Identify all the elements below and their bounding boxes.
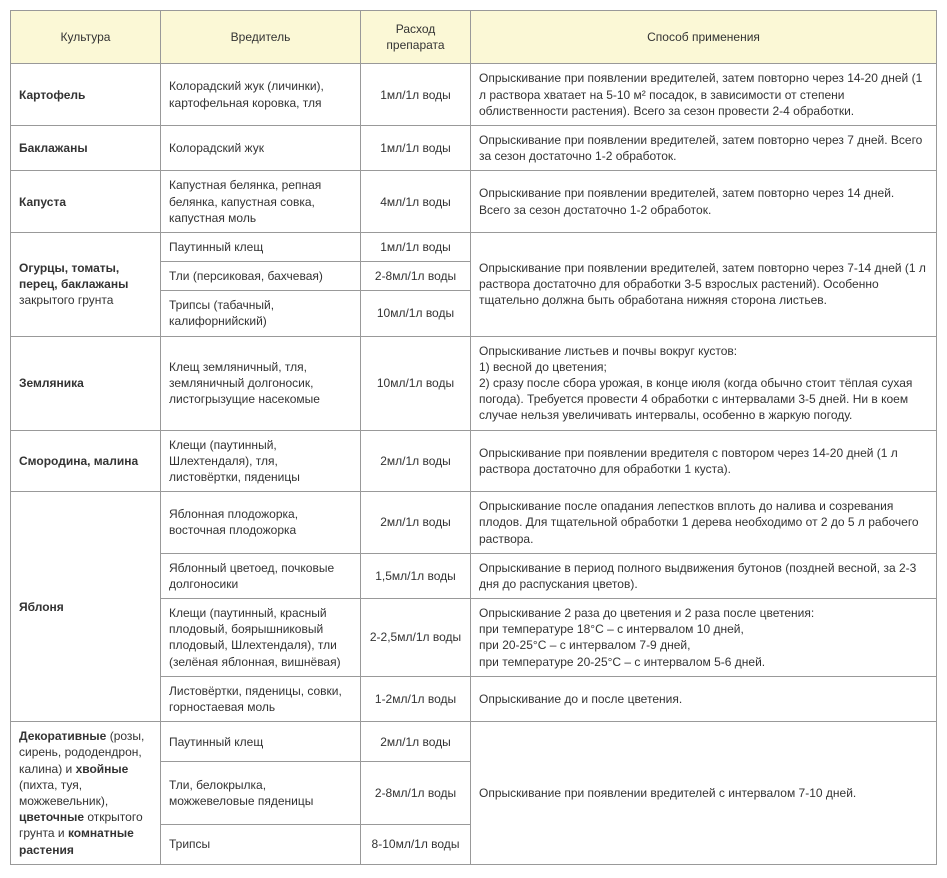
cell-dose: 10мл/1л воды — [361, 336, 471, 430]
cell-culture: Капуста — [11, 171, 161, 233]
table-row: ЗемляникаКлещ земляничный, тля, землянич… — [11, 336, 937, 430]
col-method: Способ применения — [471, 11, 937, 64]
table-row: ЯблоняЯблонная плодожорка, восточная пло… — [11, 492, 937, 554]
cell-dose: 4мл/1л воды — [361, 171, 471, 233]
cell-culture: Баклажаны — [11, 125, 161, 170]
cell-dose: 2мл/1л воды — [361, 430, 471, 492]
cell-dose: 1,5мл/1л воды — [361, 553, 471, 598]
pesticide-table: Культура Вредитель Расход препарата Спос… — [10, 10, 937, 865]
cell-method: Опрыскивание при появлении вредителей, з… — [471, 232, 937, 336]
cell-pest: Листовёртки, пяденицы, совки, горностаев… — [161, 676, 361, 721]
cell-pest: Яблонная плодожорка, восточная плодожорк… — [161, 492, 361, 554]
table-row: БаклажаныКолорадский жук1мл/1л водыОпрыс… — [11, 125, 937, 170]
cell-pest: Колорадский жук — [161, 125, 361, 170]
cell-dose: 1мл/1л воды — [361, 64, 471, 126]
cell-method: Опрыскивание до и после цветения. — [471, 676, 937, 721]
cell-pest: Трипсы (табачный, калифорнийский) — [161, 291, 361, 336]
cell-method: Опрыскивание в период полного выдвижения… — [471, 553, 937, 598]
cell-method: Опрыскивание при появлении вредителей, з… — [471, 125, 937, 170]
cell-dose: 2-8мл/1л воды — [361, 762, 471, 824]
cell-method: Опрыскивание 2 раза до цветения и 2 раза… — [471, 599, 937, 677]
cell-method: Опрыскивание при появлении вредителей, з… — [471, 171, 937, 233]
cell-pest: Клещ земляничный, тля, земляничный долго… — [161, 336, 361, 430]
col-culture: Культура — [11, 11, 161, 64]
cell-dose: 2-2,5мл/1л воды — [361, 599, 471, 677]
cell-dose: 1мл/1л воды — [361, 232, 471, 261]
cell-pest: Капустная белянка, репная белянка, капус… — [161, 171, 361, 233]
cell-dose: 1мл/1л воды — [361, 125, 471, 170]
cell-method: Опрыскивание при появлении вредителя с п… — [471, 430, 937, 492]
cell-dose: 1-2мл/1л воды — [361, 676, 471, 721]
cell-dose: 2мл/1л воды — [361, 492, 471, 554]
cell-pest: Клещи (паутинный, Шлехтендаля), тля, лис… — [161, 430, 361, 492]
table-row: Огурцы, томаты, перец, баклажаны закрыто… — [11, 232, 937, 261]
cell-dose: 2мл/1л воды — [361, 722, 471, 762]
cell-pest: Тли, белокрылка, можжевеловые пяденицы — [161, 762, 361, 824]
cell-culture: Яблоня — [11, 492, 161, 722]
cell-dose: 10мл/1л воды — [361, 291, 471, 336]
cell-pest: Клещи (паутинный, красный плодовый, бояр… — [161, 599, 361, 677]
cell-dose: 8-10мл/1л воды — [361, 824, 471, 864]
cell-pest: Колорадский жук (личинки), картофельная … — [161, 64, 361, 126]
cell-culture: Картофель — [11, 64, 161, 126]
table-row: КартофельКолорадский жук (личинки), карт… — [11, 64, 937, 126]
cell-method: Опрыскивание при появлении вредителей, з… — [471, 64, 937, 126]
cell-method: Опрыскивание после опадания лепестков вп… — [471, 492, 937, 554]
cell-pest: Яблонный цветоед, почковые долгоносики — [161, 553, 361, 598]
cell-pest: Трипсы — [161, 824, 361, 864]
cell-culture: Декоративные (розы, сирень, рододендрон,… — [11, 722, 161, 865]
cell-method: Опрыскивание при появлении вредителей с … — [471, 722, 937, 865]
col-pest: Вредитель — [161, 11, 361, 64]
table-row: КапустаКапустная белянка, репная белянка… — [11, 171, 937, 233]
table-header: Культура Вредитель Расход препарата Спос… — [11, 11, 937, 64]
cell-pest: Паутинный клещ — [161, 232, 361, 261]
cell-culture: Земляника — [11, 336, 161, 430]
cell-method: Опрыскивание листьев и почвы вокруг куст… — [471, 336, 937, 430]
cell-dose: 2-8мл/1л воды — [361, 262, 471, 291]
cell-culture: Смородина, малина — [11, 430, 161, 492]
table-body: КартофельКолорадский жук (личинки), карт… — [11, 64, 937, 864]
cell-pest: Паутинный клещ — [161, 722, 361, 762]
table-row: Смородина, малинаКлещи (паутинный, Шлехт… — [11, 430, 937, 492]
cell-pest: Тли (персиковая, бахчевая) — [161, 262, 361, 291]
col-dose: Расход препарата — [361, 11, 471, 64]
table-row: Декоративные (розы, сирень, рододендрон,… — [11, 722, 937, 762]
cell-culture: Огурцы, томаты, перец, баклажаны закрыто… — [11, 232, 161, 336]
